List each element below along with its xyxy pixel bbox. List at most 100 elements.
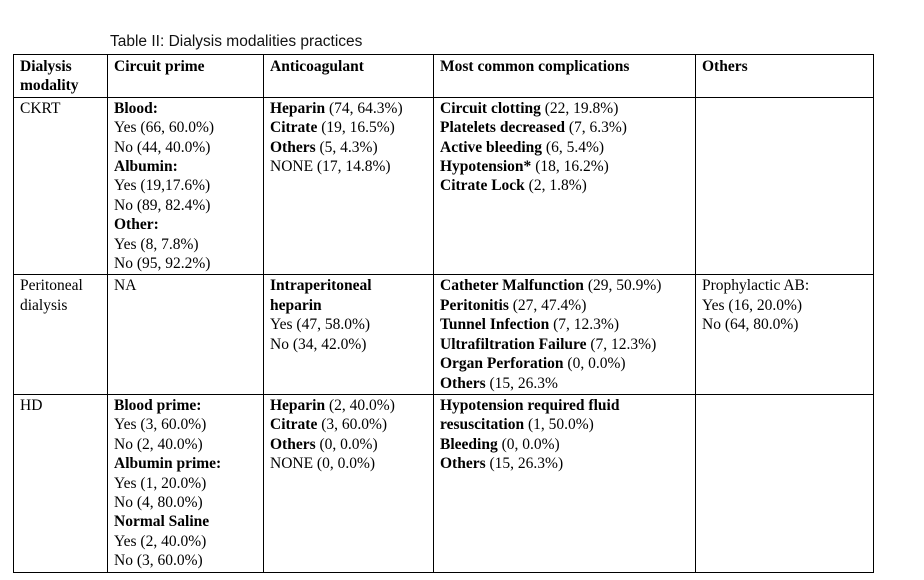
cell-line-bold: Other:	[114, 216, 159, 234]
cell-line-text: (18, 16.2%)	[531, 158, 609, 176]
cell-line-text: No (95, 92.2%)	[114, 255, 211, 273]
cell-line-text: (7, 12.3%)	[586, 335, 657, 353]
cell-line-bold: Heparin	[270, 99, 326, 117]
cell-line: Others (0, 0.0%)	[270, 435, 427, 454]
cell-line: Albumin prime:	[114, 454, 257, 473]
cell-line: Yes (8, 7.8%)	[114, 235, 257, 254]
cell-line: Others (5, 4.3%)	[270, 138, 427, 157]
cell-line: Hypotension* (18, 16.2%)	[440, 157, 689, 176]
header-dialysis-modality: Dialysis modality	[13, 54, 108, 98]
cell-modality: Peritoneal dialysis	[13, 274, 108, 395]
cell-line-text: Prophylactic AB:	[702, 277, 810, 295]
cell-line-text: No (2, 40.0%)	[114, 435, 203, 453]
cell-others	[695, 96, 874, 276]
cell-line: Yes (2, 40.0%)	[114, 532, 257, 551]
cell-line-bold: Others	[270, 138, 316, 156]
cell-circuit-prime: NA	[107, 274, 264, 395]
cell-modality: HD	[13, 393, 108, 573]
cell-line-bold: resuscitation	[440, 416, 525, 434]
cell-line-text: No (89, 82.4%)	[114, 196, 211, 214]
cell-line-bold: Blood prime:	[114, 396, 202, 414]
cell-line-text: (5, 4.3%)	[315, 138, 378, 156]
cell-anticoagulant: Heparin (2, 40.0%) Citrate (3, 60.0%) Othe…	[263, 393, 434, 573]
cell-line-bold: Platelets decreased	[440, 119, 565, 137]
cell-line: NA	[114, 276, 257, 295]
cell-line: Albumin:	[114, 157, 257, 176]
cell-line-bold: Circuit clotting	[440, 99, 541, 117]
header-row: Dialysis modality Circuit prime Anticoag…	[13, 54, 874, 98]
cell-line: Intraperitoneal	[270, 276, 427, 295]
cell-line-bold: Active bleeding	[440, 138, 543, 156]
cell-line: Platelets decreased (7, 6.3%)	[440, 118, 689, 137]
cell-line: Yes (1, 20.0%)	[114, 474, 257, 493]
cell-line-bold: Others	[440, 455, 486, 473]
cell-line-bold: heparin	[270, 296, 322, 314]
header-anticoagulant: Anticoagulant	[263, 54, 434, 98]
cell-line: No (95, 92.2%)	[114, 254, 257, 273]
cell-line: Others (15, 26.3%)	[440, 454, 689, 473]
cell-line-text: (0, 0.0%)	[497, 435, 560, 453]
cell-line-text: Yes (16, 20.0%)	[702, 296, 803, 314]
cell-line-text: (7, 12.3%)	[549, 316, 619, 334]
cell-line: Ultrafiltration Failure (7, 12.3%)	[440, 335, 689, 354]
cell-line: Yes (47, 58.0%)	[270, 315, 427, 334]
cell-line-text: (0, 0.0%)	[563, 355, 626, 373]
table-caption: Table II: Dialysis modalities practices	[110, 33, 363, 50]
cell-line-text: (6, 5.4%)	[542, 138, 605, 156]
cell-line: Organ Perforation (0, 0.0%)	[440, 354, 689, 373]
cell-line-text: (1, 50.0%)	[524, 416, 594, 434]
cell-line: NONE (17, 14.8%)	[270, 157, 427, 176]
cell-line: Citrate (3, 60.0%)	[270, 415, 427, 434]
cell-line: Yes (19,17.6%)	[114, 176, 257, 195]
cell-line-bold: Ultrafiltration Failure	[440, 335, 587, 353]
cell-line-bold: Heparin	[270, 396, 326, 414]
cell-line-text: (7, 6.3%)	[564, 119, 627, 137]
cell-modality: CKRT	[13, 96, 108, 276]
table-row: HD Blood prime: Yes (3, 60.0%) No (2, 40.0…	[13, 393, 874, 573]
cell-line-bold: Others	[270, 435, 316, 453]
cell-line: Circuit clotting (22, 19.8%)	[440, 99, 689, 118]
cell-line-bold: Normal Saline	[114, 513, 210, 531]
cell-line: Citrate (19, 16.5%)	[270, 118, 427, 137]
cell-line-text: (74, 64.3%)	[325, 99, 403, 117]
cell-line: Bleeding (0, 0.0%)	[440, 435, 689, 454]
cell-line-text: (15, 26.3%)	[485, 455, 564, 473]
cell-line-text: (15, 26.3%	[485, 374, 558, 392]
cell-line-bold: Peritonitis	[440, 296, 509, 314]
cell-line-bold: Tunnel Infection	[440, 316, 550, 334]
cell-line-text: (2, 1.8%)	[524, 177, 587, 195]
cell-line-text: (2, 40.0%)	[325, 396, 395, 414]
cell-line: Heparin (2, 40.0%)	[270, 396, 427, 415]
cell-line-text: (19, 16.5%)	[317, 119, 395, 137]
dialysis-modalities-table: Dialysis modality Circuit prime Anticoag…	[13, 54, 874, 573]
cell-line-bold: Others	[440, 374, 486, 392]
cell-line-text: Yes (19,17.6%)	[114, 177, 211, 195]
cell-line: No (64, 80.0%)	[702, 315, 867, 334]
cell-line-bold: Albumin prime:	[114, 455, 222, 473]
cell-complications: Circuit clotting (22, 19.8%) Platelets de…	[433, 96, 696, 276]
cell-line-text: Yes (8, 7.8%)	[114, 235, 199, 253]
cell-line-bold: Albumin:	[114, 158, 178, 176]
cell-others	[695, 393, 874, 573]
cell-line: Prophylactic AB:	[702, 276, 867, 295]
cell-line-bold: Citrate Lock	[440, 177, 525, 195]
cell-line: Yes (16, 20.0%)	[702, 296, 867, 315]
cell-line: Catheter Malfunction (29, 50.9%)	[440, 276, 689, 295]
cell-others: Prophylactic AB: Yes (16, 20.0%) No (64, 8…	[695, 274, 874, 395]
cell-line: No (4, 80.0%)	[114, 493, 257, 512]
cell-line-text: (0, 0.0%)	[315, 435, 378, 453]
cell-complications: Hypotension required fluid resuscitation …	[433, 393, 696, 573]
cell-line-bold: Hypotension*	[440, 158, 532, 176]
cell-line-text: NA	[114, 277, 137, 295]
cell-line-bold: Intraperitoneal	[270, 277, 372, 295]
header-others: Others	[695, 54, 874, 98]
table-row: CKRT Blood: Yes (66, 60.0%) No (44, 40.0%)…	[13, 96, 874, 276]
cell-line-bold: Hypotension required fluid	[440, 396, 620, 414]
cell-line-text: No (4, 80.0%)	[114, 493, 203, 511]
cell-line: No (89, 82.4%)	[114, 196, 257, 215]
cell-circuit-prime: Blood: Yes (66, 60.0%) No (44, 40.0%) Album…	[107, 96, 264, 276]
cell-line-bold: Blood:	[114, 99, 158, 117]
cell-line: Peritonitis (27, 47.4%)	[440, 296, 689, 315]
cell-line: No (2, 40.0%)	[114, 435, 257, 454]
cell-line: No (44, 40.0%)	[114, 138, 257, 157]
